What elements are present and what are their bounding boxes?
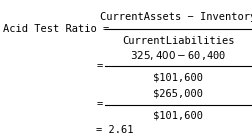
- Text: = 2.61: = 2.61: [96, 125, 133, 135]
- Text: CurrentLiabilities: CurrentLiabilities: [122, 36, 234, 46]
- Text: $325,400 − $60,400: $325,400 − $60,400: [130, 49, 226, 62]
- Text: =: =: [96, 100, 102, 110]
- Text: Acid Test Ratio =: Acid Test Ratio =: [3, 24, 108, 34]
- Text: =: =: [96, 61, 102, 71]
- Text: $101,600: $101,600: [153, 111, 203, 121]
- Text: CurrentAssets − Inventory: CurrentAssets − Inventory: [100, 12, 252, 22]
- Text: $101,600: $101,600: [153, 72, 203, 82]
- Text: $265,000: $265,000: [153, 89, 203, 99]
